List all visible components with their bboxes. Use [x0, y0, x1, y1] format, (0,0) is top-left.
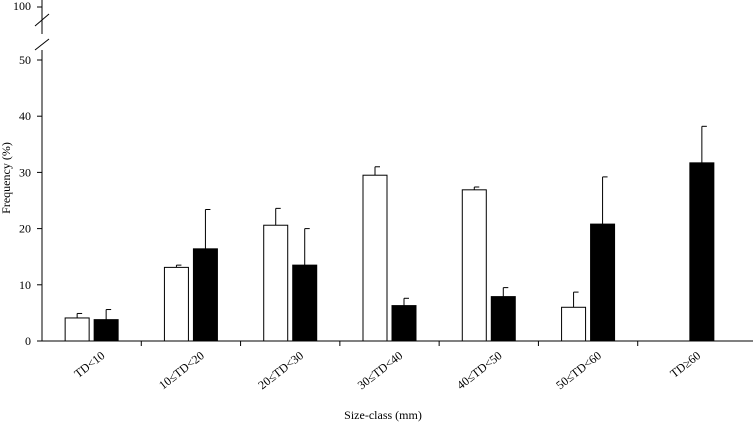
bars: [64, 125, 715, 342]
y-tick-label: 10: [19, 278, 31, 292]
axes: [34, 0, 753, 346]
bar: [64, 317, 90, 342]
bar: [263, 224, 289, 342]
y-tick-label: 30: [19, 165, 31, 179]
x-axis-title: Size-class (mm): [344, 408, 422, 422]
y-tick-label: 40: [19, 109, 31, 123]
bar: [561, 306, 587, 342]
bar: [490, 296, 516, 342]
y-tick-label: 50: [19, 53, 31, 67]
axis-break-mark: [34, 13, 50, 27]
y-tick-label: 20: [19, 222, 31, 236]
bar: [689, 162, 715, 342]
x-tick-label: 40≤TD<50: [454, 348, 505, 392]
x-tick-label: 10≤TD<20: [156, 348, 207, 392]
bar: [362, 174, 388, 342]
x-tick-label: TD≥60: [667, 348, 703, 380]
bar: [163, 266, 189, 342]
x-tick-label: 50≤TD<60: [553, 348, 604, 392]
bar: [391, 305, 417, 342]
bar: [461, 189, 487, 342]
x-tick-label: 20≤TD<30: [255, 348, 306, 392]
y-axis-title: Frequency (%): [0, 142, 13, 214]
y-tick-label-break: 100: [13, 0, 31, 13]
bar: [590, 223, 616, 342]
bar: [93, 319, 119, 342]
bar: [192, 248, 218, 342]
y-tick-label: 0: [25, 334, 31, 348]
x-tick-label: TD<10: [71, 348, 107, 380]
bar: [292, 264, 318, 342]
axis-break-mark: [34, 38, 50, 51]
x-tick-label: 30≤TD<40: [355, 348, 406, 392]
